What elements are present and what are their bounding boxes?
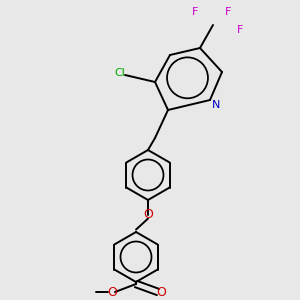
Text: O: O xyxy=(156,286,166,298)
Text: O: O xyxy=(107,286,117,298)
Text: F: F xyxy=(192,7,198,17)
Text: F: F xyxy=(225,7,231,17)
Text: O: O xyxy=(143,208,153,221)
Text: Cl: Cl xyxy=(114,68,125,79)
Text: N: N xyxy=(212,100,220,110)
Text: F: F xyxy=(237,25,243,35)
